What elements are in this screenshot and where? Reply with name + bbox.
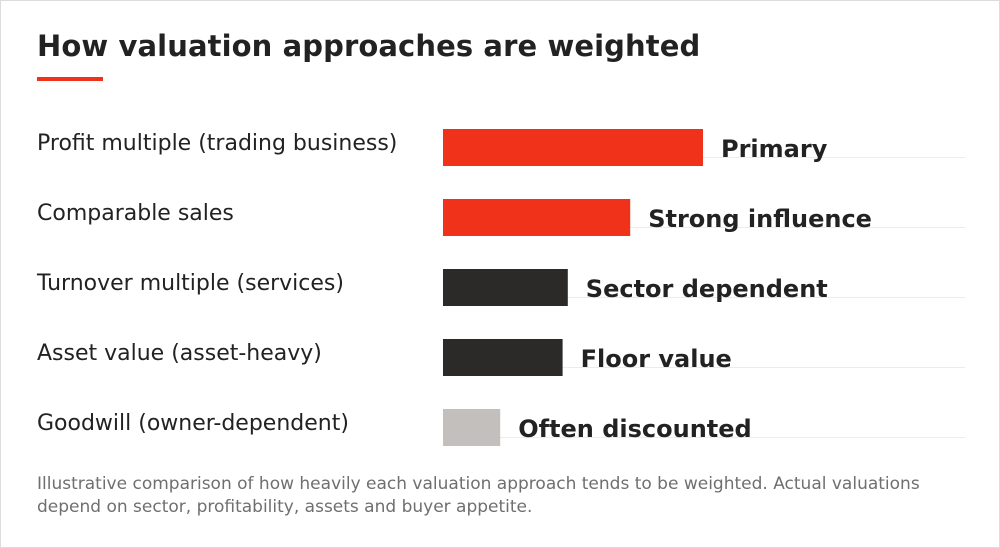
bar-value-label: Primary — [721, 135, 828, 163]
category-label: Profit multiple (trading business) — [37, 131, 397, 156]
bar-value-label: Strong influence — [648, 205, 872, 233]
bar-value-label: Sector dependent — [586, 275, 828, 303]
category-label: Turnover multiple (services) — [36, 271, 344, 296]
bar-value-label: Often discounted — [518, 415, 752, 443]
category-label: Comparable sales — [37, 201, 234, 226]
bar-chart: Profit multiple (trading business) Primar… — [36, 129, 965, 446]
title-accent-rule — [37, 77, 103, 81]
bar — [443, 409, 501, 446]
bar — [443, 269, 568, 306]
category-label: Goodwill (owner-dependent) — [37, 411, 349, 436]
bar — [443, 199, 631, 236]
bar-value-label: Floor value — [581, 345, 732, 373]
bar — [443, 339, 563, 376]
category-label: Asset value (asset-heavy) — [37, 341, 322, 366]
bar — [443, 129, 703, 166]
chart-footnote: Illustrative comparison of how heavily e… — [37, 474, 920, 517]
chart-title: How valuation approaches are weighted — [37, 29, 701, 63]
